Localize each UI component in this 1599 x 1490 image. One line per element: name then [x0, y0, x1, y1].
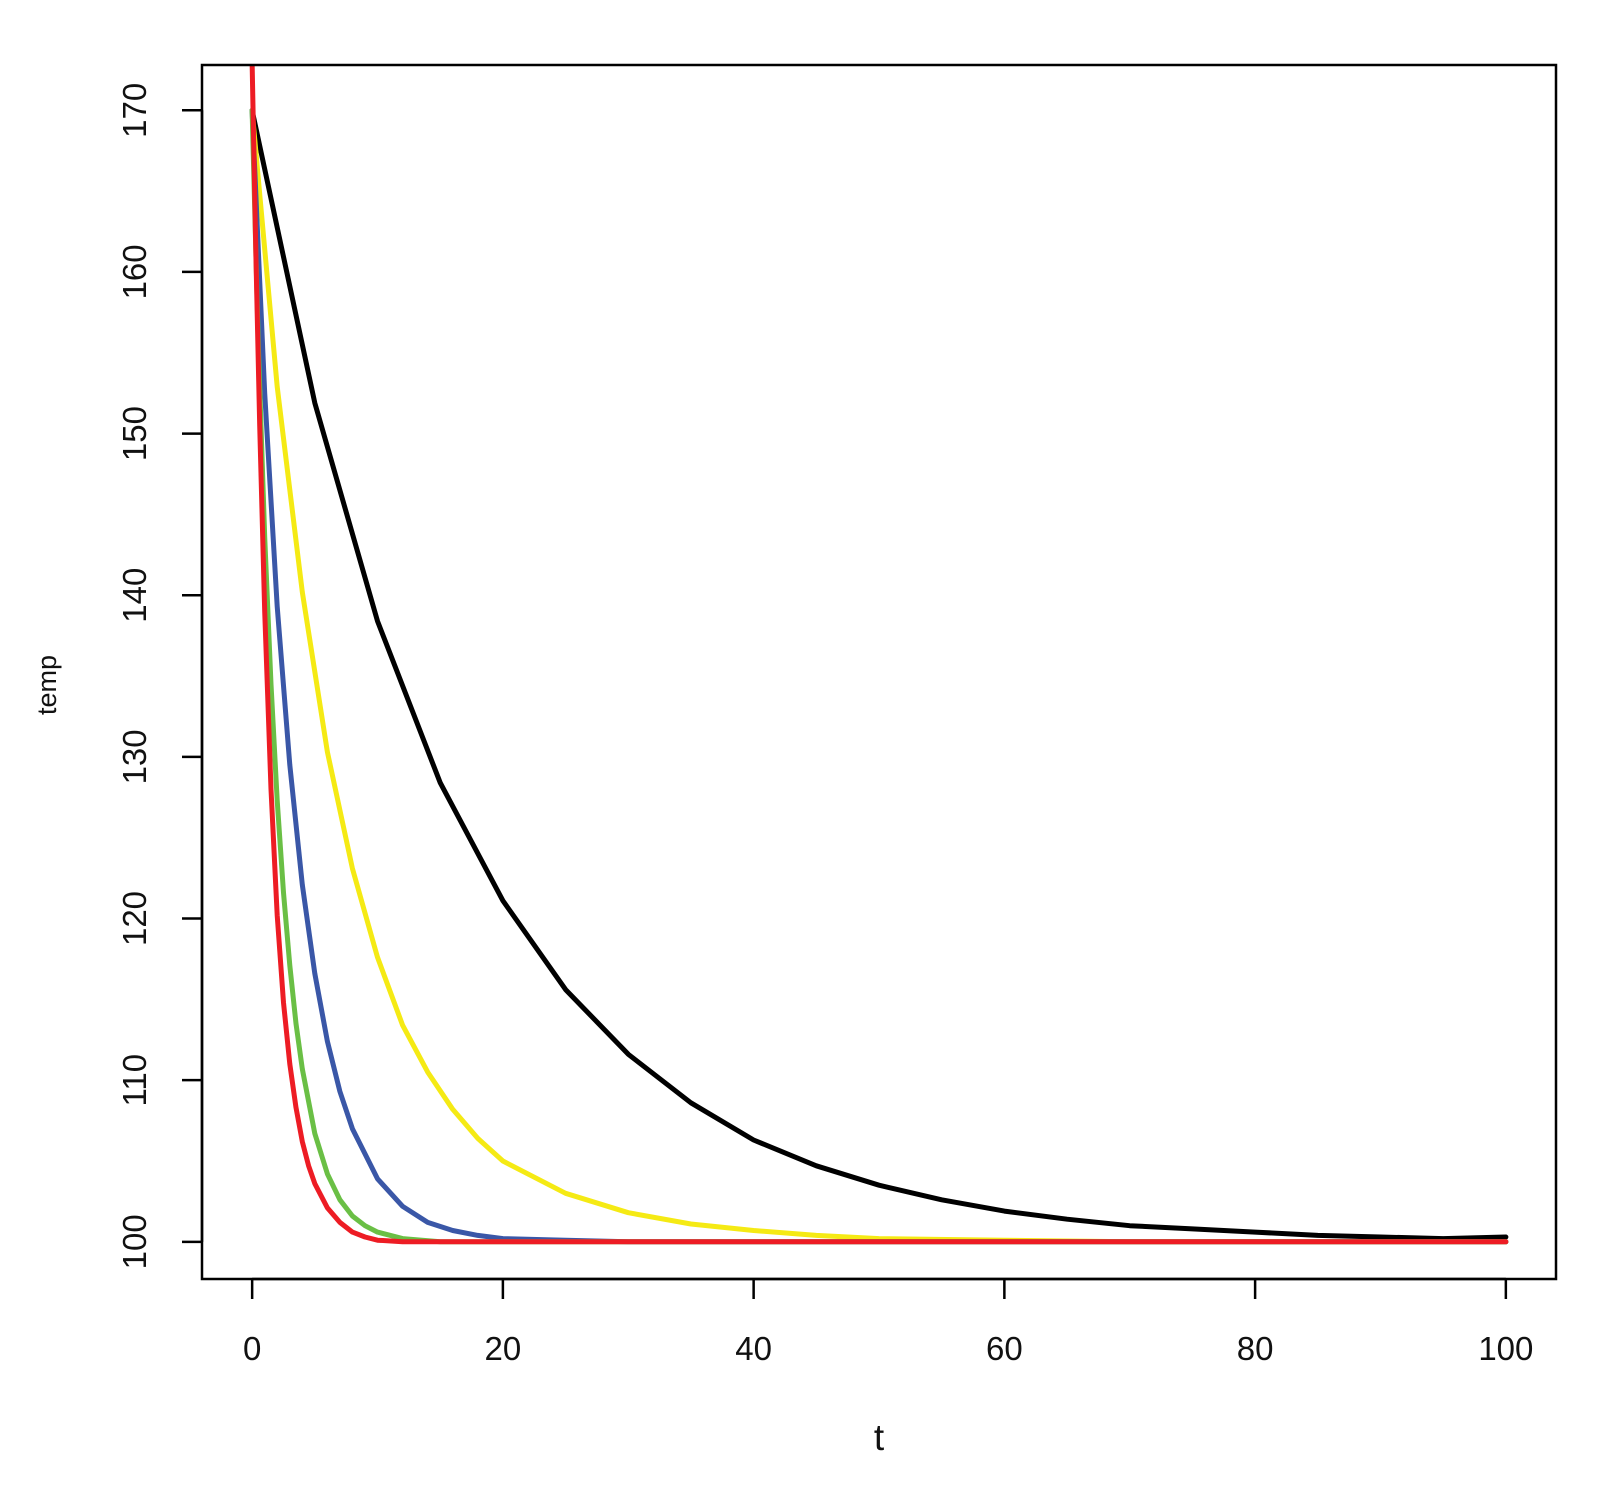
y-tick-label-110: 110: [116, 1054, 153, 1107]
x-tick-label-0: 0: [243, 1330, 261, 1367]
x-tick-label-60: 60: [986, 1330, 1023, 1367]
y-tick-label-130: 130: [116, 729, 153, 784]
x-tick-label-40: 40: [735, 1330, 772, 1367]
y-tick-label-170: 170: [116, 83, 153, 138]
x-tick-label-20: 20: [485, 1330, 522, 1367]
series-line-1: [249, 107, 1509, 1242]
y-tick-label-120: 120: [116, 891, 153, 946]
axes-layer: 0 20 40 60 80 100 100 110 120 130 140 150 160 170: [116, 83, 1533, 1367]
series-layer: [249, 65, 1509, 1245]
y-tick-label-150: 150: [116, 406, 153, 461]
x-tick-label-80: 80: [1237, 1330, 1274, 1367]
x-axis-title: t: [874, 1417, 885, 1458]
series-line-5: [249, 65, 1509, 1245]
y-tick-label-100: 100: [116, 1214, 153, 1269]
y-tick-label-140: 140: [116, 568, 153, 623]
x-tick-label-100: 100: [1478, 1330, 1533, 1367]
y-axis-title: temp: [32, 655, 62, 715]
y-tick-label-160: 160: [116, 244, 153, 299]
